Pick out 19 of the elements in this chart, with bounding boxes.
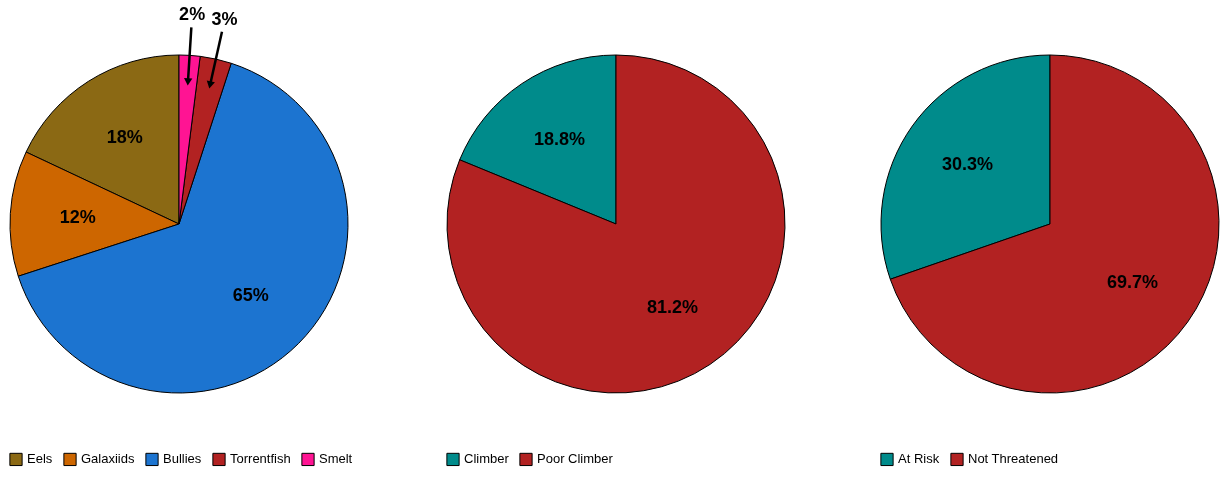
legend-label: Galaxiids bbox=[81, 451, 135, 467]
data-label: 2% bbox=[179, 4, 206, 25]
legend-label: Bullies bbox=[163, 451, 202, 467]
data-label: 18% bbox=[106, 127, 143, 148]
data-label: 81.2% bbox=[646, 297, 698, 318]
legend-label: Eels bbox=[27, 451, 53, 467]
pie-slice bbox=[446, 54, 786, 394]
data-label: 18.8% bbox=[534, 128, 586, 149]
legend-label: Not Threatened bbox=[968, 451, 1059, 467]
legend-label: Poor Climber bbox=[537, 451, 614, 467]
legend-label: Torrentfish bbox=[230, 451, 291, 467]
data-label: 69.7% bbox=[1107, 271, 1159, 292]
legend-label: Smelt bbox=[319, 451, 353, 467]
legend-label: Climber bbox=[464, 451, 510, 467]
data-label: 65% bbox=[232, 284, 269, 305]
data-label: 3% bbox=[211, 9, 238, 30]
data-label: 12% bbox=[59, 206, 96, 227]
data-label: 30.3% bbox=[941, 154, 993, 175]
legend-label: At Risk bbox=[898, 451, 940, 467]
